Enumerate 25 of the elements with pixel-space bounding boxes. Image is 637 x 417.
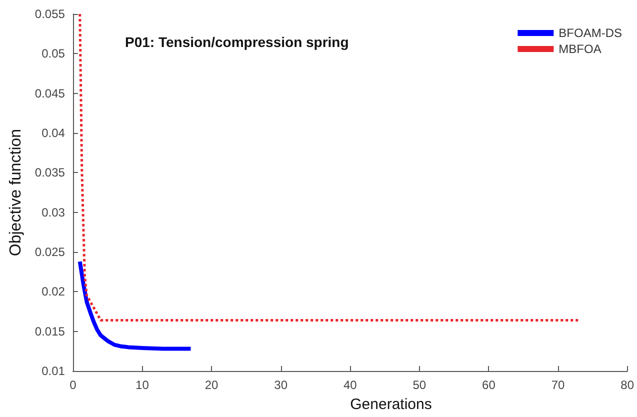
y-tick-label: 0.03 [42, 205, 66, 220]
legend-label: MBFOA [558, 42, 602, 56]
x-tick-label: 50 [412, 378, 426, 392]
x-tick-label: 80 [620, 378, 634, 392]
y-tick-label: 0.05 [42, 46, 66, 61]
y-axis-title: Objective function [8, 128, 24, 256]
legend-label: BFOAM-DS [558, 26, 622, 40]
x-tick-label: 20 [204, 378, 219, 392]
x-tick-label: 30 [274, 378, 288, 392]
y-tick-label: 0.025 [34, 245, 66, 259]
line-series [78, 260, 193, 351]
text: P01: Tension/compression spring [125, 34, 349, 50]
y-tick-label: 0.045 [34, 86, 66, 100]
x-axis-title: Generations [350, 396, 432, 413]
y-tick-label: 0.035 [34, 166, 66, 180]
y-tick-label: 0.01 [42, 364, 66, 378]
x-tick-label: 70 [551, 378, 566, 392]
x-tick-label: 60 [482, 378, 496, 392]
x-tick-label: 0 [70, 378, 77, 392]
y-tick-label: 0.04 [42, 126, 66, 140]
x-tick-label: 10 [136, 378, 150, 392]
y-tick-label: 0.02 [42, 284, 66, 299]
x-tick-label: 40 [343, 378, 358, 392]
y-tick-label: 0.055 [34, 7, 66, 21]
y-tick-label: 0.015 [34, 324, 66, 338]
